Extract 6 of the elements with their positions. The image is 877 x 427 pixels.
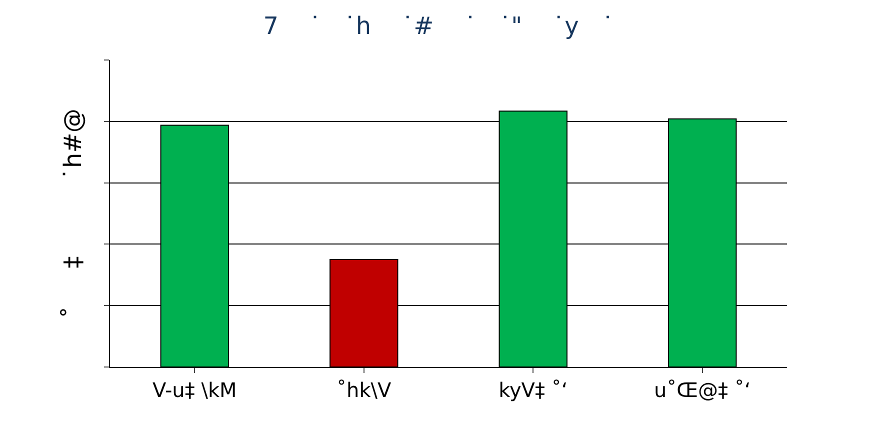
x-tick-label: ˚hk\V: [336, 378, 392, 402]
chart-title: 7 ˙ ˙h ˙# ˙ ˙" ˙y ˙: [263, 12, 614, 40]
x-tick-label: V-u‡ \kM: [152, 378, 237, 402]
x-tick-label: u˚Œ@‡ ˚‘: [654, 378, 751, 402]
x-tick-label: kyV‡ ˚‘: [498, 378, 568, 402]
y-axis-title: ˚ ‡ ˙h#@: [59, 108, 88, 318]
